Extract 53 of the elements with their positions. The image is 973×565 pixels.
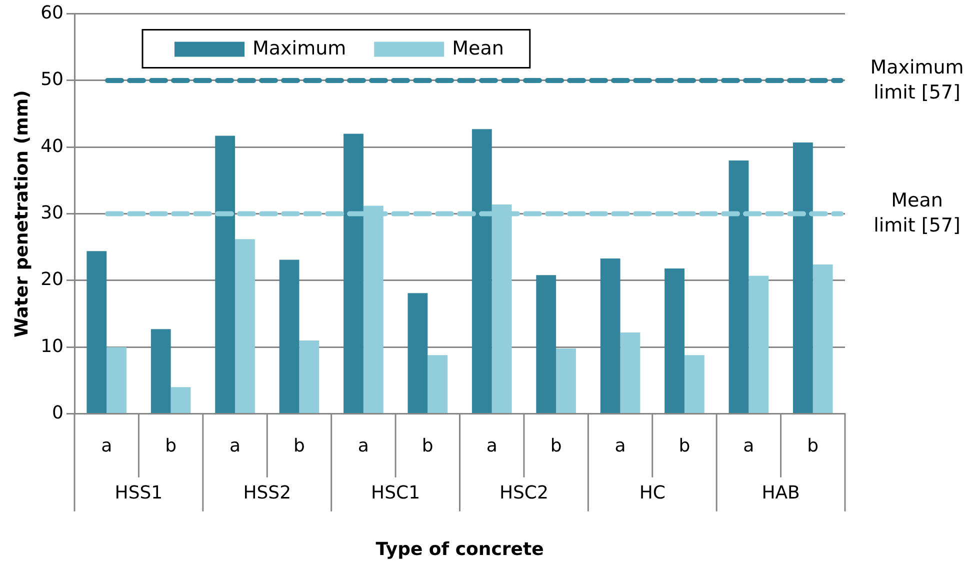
x-tick-label: a [101,435,112,456]
legend-label: Mean [452,38,504,60]
bar [86,251,107,414]
bar [812,264,833,414]
bar [536,275,556,414]
x-tick-label: a [358,435,369,456]
bar [792,142,813,414]
x-tick-label: b [807,435,819,456]
x-tick-label: b [165,435,177,456]
y-axis-title: Water penetration (mm) [11,90,32,338]
bar [428,355,448,414]
bar [472,129,492,414]
bar [748,276,769,414]
bar [215,136,236,414]
ref-line-label: Maximum limit [57] [870,56,964,104]
x-tick-label: a [230,435,241,456]
x-tick-label: b [550,435,562,456]
bar [620,332,640,414]
bar [600,258,620,414]
x-tick-label: a [743,435,754,456]
legend-label: Maximum [252,38,346,60]
y-tick-label: 50 [40,69,64,90]
text: HSC2 [499,482,548,504]
x-tick-label: b [294,435,305,456]
bar [299,340,320,414]
text: HC [639,482,666,504]
bar [279,260,300,414]
bar [170,387,191,414]
y-tick-label: 30 [40,202,64,224]
bar [235,239,255,414]
y-tick-label: 40 [40,136,64,157]
y-tick-label: 10 [40,336,64,357]
bar [344,134,364,414]
bar [556,348,576,414]
x-tick-label: b [422,435,434,456]
ref-line-label: Mean limit [57] [874,190,960,237]
x-tick-label: a [614,435,626,456]
y-tick-label: 20 [40,269,64,290]
bar [728,160,749,414]
text: HSC1 [371,482,420,504]
x-axis-title: Type of concrete [376,538,544,560]
x-tick-label: a [486,435,498,456]
bar [664,268,684,414]
text: HAB [762,482,800,504]
text: HSS2 [243,482,292,504]
bar [684,355,704,414]
x-tick-label: b [678,435,690,456]
y-tick-label: 60 [40,2,64,24]
text: HSS1 [114,482,163,504]
y-tick-label: 0 [52,402,64,424]
bar [408,293,428,414]
bar [106,347,127,414]
bar [150,329,171,414]
